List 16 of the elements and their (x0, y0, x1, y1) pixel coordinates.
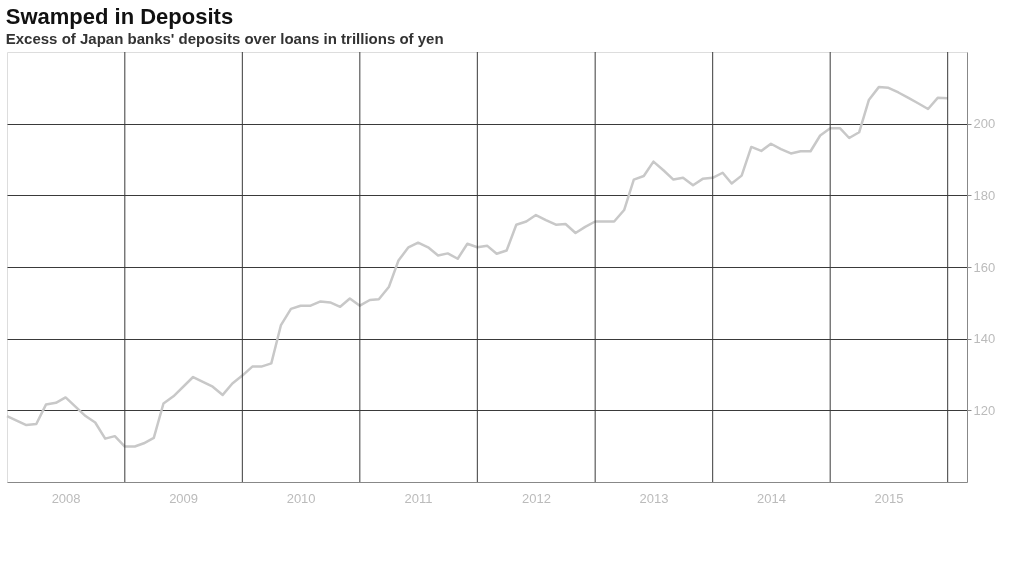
x-tick-label: 2008 (51, 490, 81, 506)
x-tick-label: 2009 (169, 490, 199, 506)
line-series (5, 85, 949, 448)
y-tick-label: 200 (973, 116, 996, 132)
x-tick-label: 2012 (521, 490, 551, 506)
chart-title: Swamped in Deposits (5, 3, 234, 29)
x-tick-label: 2015 (874, 490, 904, 506)
y-tick-label: 140 (973, 331, 996, 347)
x-tick-label: 2013 (639, 490, 669, 506)
chart-subtitle: Excess of Japan banks' deposits over loans in trillions of yen (5, 29, 444, 47)
y-tick-label: 180 (973, 187, 996, 203)
x-tick-label: 2014 (756, 490, 786, 506)
x-tick-label: 2011 (404, 490, 433, 506)
y-tick-label: 120 (973, 402, 996, 418)
x-tick-label: 2010 (286, 490, 316, 506)
y-tick-label: 160 (973, 259, 996, 275)
